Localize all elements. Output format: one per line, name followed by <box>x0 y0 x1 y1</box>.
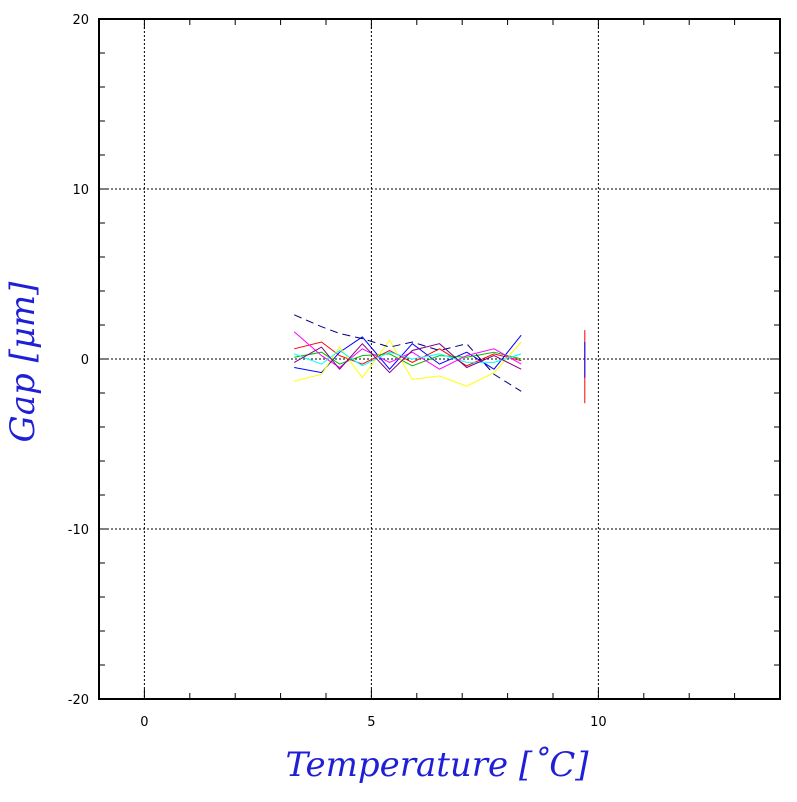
y-tick-label: -20 <box>68 693 89 708</box>
series-line <box>293 342 522 374</box>
x-tick-label: 0 <box>140 715 148 730</box>
x-tick-label: 10 <box>590 715 607 730</box>
y-axis-title: Gap [μm] <box>3 281 43 443</box>
x-tick-label: 5 <box>367 715 375 730</box>
axis-ticks <box>98 18 781 700</box>
tick-labels: 0 5 10 -20 -10 0 10 20 <box>68 13 607 730</box>
series-line <box>294 334 522 374</box>
data-series <box>293 314 586 404</box>
x-axis-title: Temperature [˚C] <box>285 745 589 785</box>
series-line <box>294 339 522 387</box>
y-tick-label: 10 <box>72 183 89 198</box>
y-tick-label: -10 <box>68 523 89 538</box>
series-line <box>294 349 522 367</box>
y-tick-label: 20 <box>72 13 89 28</box>
y-tick-label: 0 <box>81 353 89 368</box>
series-line <box>294 314 522 392</box>
series-line <box>293 331 522 370</box>
grid <box>99 19 780 699</box>
